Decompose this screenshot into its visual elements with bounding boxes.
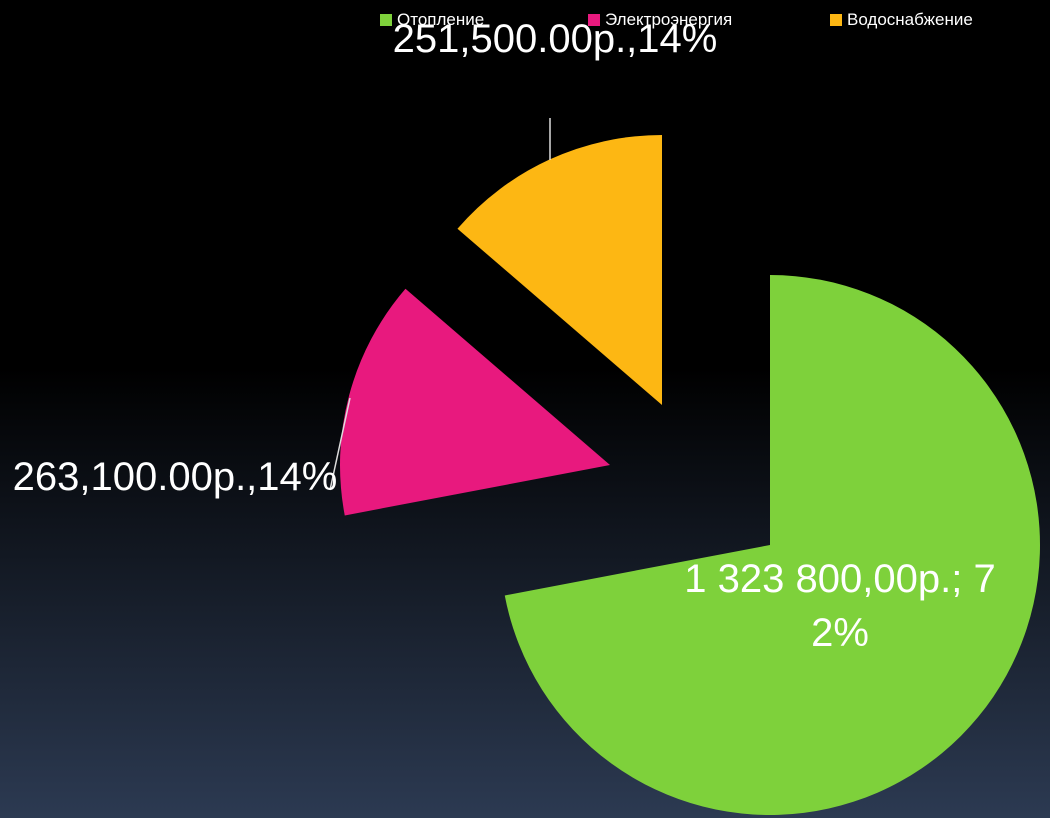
pie-slice <box>340 288 610 516</box>
data-label: 263,100.00р.,14% <box>12 455 338 499</box>
data-label: 251,500.00р.,14% <box>392 17 718 61</box>
legend-label: Водоснабжение <box>847 10 973 29</box>
legend-label: Отопление <box>397 10 485 29</box>
legend-label: Электроэнергия <box>605 10 733 29</box>
legend-swatch <box>380 14 392 26</box>
leader-line <box>329 397 351 491</box>
legend-item: Отопление <box>380 10 484 30</box>
pie-slice <box>457 135 662 405</box>
legend-swatch <box>588 14 600 26</box>
legend-swatch <box>830 14 842 26</box>
legend-item: Водоснабжение <box>830 10 973 30</box>
data-label: 1 323 800,00р.; 72% <box>684 557 996 655</box>
pie-slice <box>504 275 1040 815</box>
legend-item: Электроэнергия <box>588 10 732 30</box>
